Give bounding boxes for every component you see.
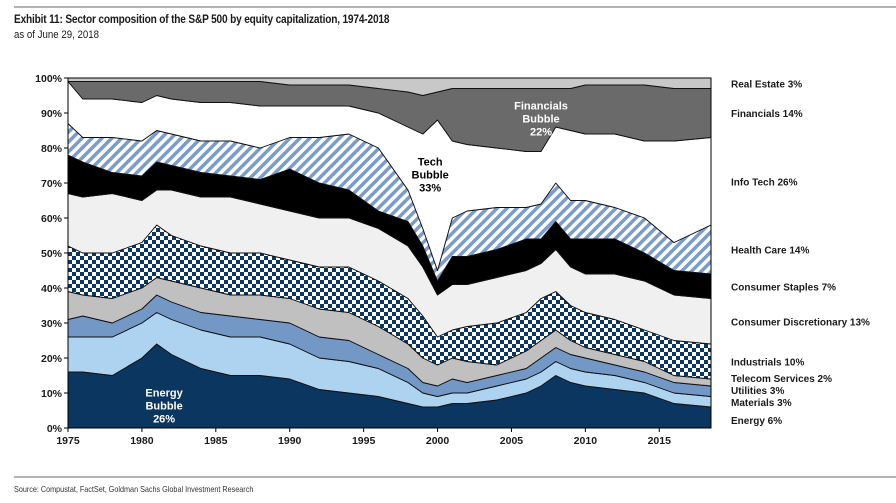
legend-label-telecom-services: Telecom Services 2%: [731, 374, 832, 385]
y-tick-label: 40%: [41, 283, 63, 295]
y-tick-label: 20%: [41, 353, 63, 365]
legend-label-financials: Financials 14%: [731, 109, 803, 120]
annotations: Energy Bubble 26% Tech Bubble 33% Financials Bu…: [145, 101, 567, 426]
x-tick-label: 1990: [278, 435, 302, 447]
annotation-tech-bubble: Tech Bubble 33%: [412, 157, 449, 195]
x-tick-label: 2015: [648, 435, 672, 447]
area-layers: [67, 77, 712, 429]
x-tick-label: 2000: [426, 435, 450, 447]
top-rule: [14, 6, 896, 8]
legend-label-info-tech: Info Tech 26%: [731, 177, 798, 188]
x-tick-label: 2010: [574, 435, 598, 447]
legend-label-health-care: Health Care 14%: [731, 246, 809, 257]
legend: Energy 6% Materials 3%Utilities 3%Telecom…: [731, 79, 870, 427]
legend-label-utilities: Utilities 3%: [731, 386, 784, 397]
chart-title: Exhibit 11: Sector composition of the S&…: [14, 14, 390, 26]
legend-label-energy: Energy 6%: [731, 416, 782, 427]
annotation-energy-bubble: Energy Bubble 26%: [145, 388, 183, 426]
x-tick-label: 1980: [130, 435, 154, 447]
y-tick-label: 70%: [41, 178, 63, 190]
bottom-rule: [14, 476, 896, 478]
legend-label-industrials: Industrials 10%: [731, 358, 804, 369]
y-tick-label: 60%: [41, 213, 63, 225]
x-tick-label: 2005: [500, 435, 524, 447]
legend-label-consumer-discretionary: Consumer Discretionary 13%: [731, 317, 870, 328]
source-note: Source: Compustat, FactSet, Goldman Sach…: [14, 484, 254, 494]
legend-label-consumer-staples: Consumer Staples 7%: [731, 282, 836, 293]
annotation-financials-bubble: Financials Bubble 22%: [514, 101, 568, 139]
y-tick-label: 0%: [47, 423, 63, 435]
x-tick-label: 1995: [352, 435, 376, 447]
y-tick-label: 30%: [41, 318, 63, 330]
x-tick-label: 1985: [204, 435, 228, 447]
y-tick-label: 100%: [35, 73, 63, 85]
y-tick-label: 50%: [41, 248, 63, 260]
x-tick-label: 1975: [56, 435, 80, 447]
chart-subtitle: as of June 29, 2018: [14, 29, 100, 41]
legend-label-real-estate: Real Estate 3%: [731, 79, 802, 90]
y-tick-label: 10%: [41, 388, 63, 400]
y-tick-label: 90%: [41, 108, 63, 120]
y-tick-label: 80%: [41, 143, 63, 155]
legend-label-materials: Materials 3%: [731, 398, 792, 409]
axes: 0% 10% 20% 30% 40% 50% 60% 70% 80% 90% 100% 1975 198…: [35, 73, 712, 447]
